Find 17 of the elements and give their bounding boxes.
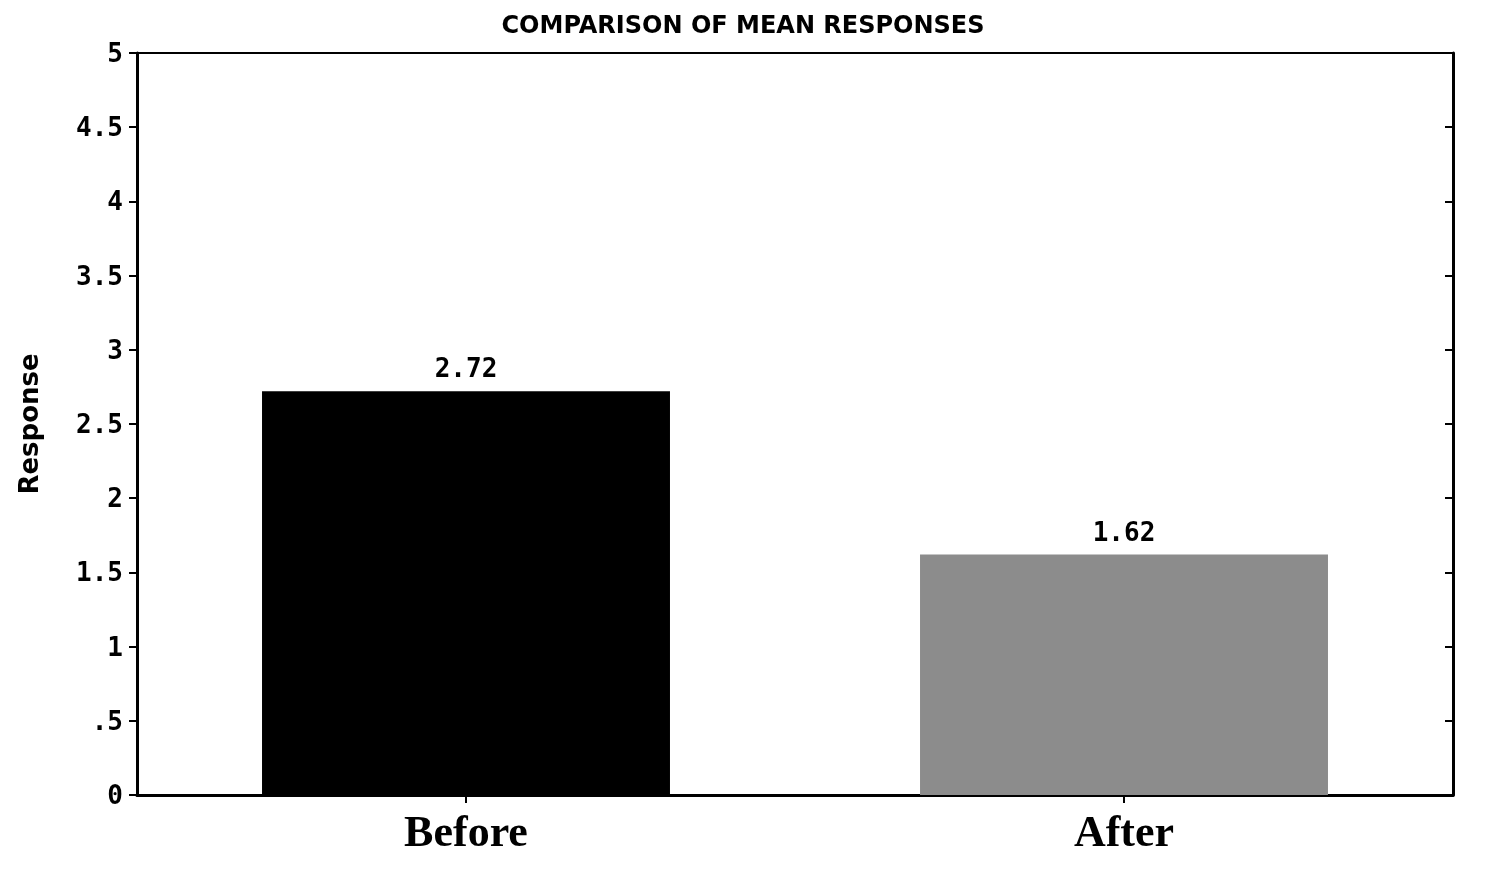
y-tick-label: 5 (107, 38, 123, 68)
data-label: 2.72 (434, 353, 498, 384)
y-tick-label: 0 (107, 780, 123, 810)
y-axis-title: Response (14, 353, 44, 495)
y-tick-label: 2.5 (76, 409, 123, 439)
y-tick-label: 1.5 (76, 557, 123, 588)
x-tick-label: After (1073, 806, 1175, 856)
y-tick-label: 2 (107, 483, 123, 514)
y-tick-label: 3.5 (76, 260, 123, 291)
x-tick-label: Before (404, 806, 528, 856)
y-tick-label: 4.5 (76, 112, 123, 143)
data-label: 1.62 (1092, 516, 1156, 547)
y-tick-label: 1 (107, 631, 123, 662)
y-tick-label: .5 (91, 705, 123, 736)
chart-title: COMPARISON OF MEAN RESPONSES (501, 11, 985, 39)
y-tick-label: 3 (107, 334, 123, 365)
y-tick-label: 4 (107, 186, 123, 217)
